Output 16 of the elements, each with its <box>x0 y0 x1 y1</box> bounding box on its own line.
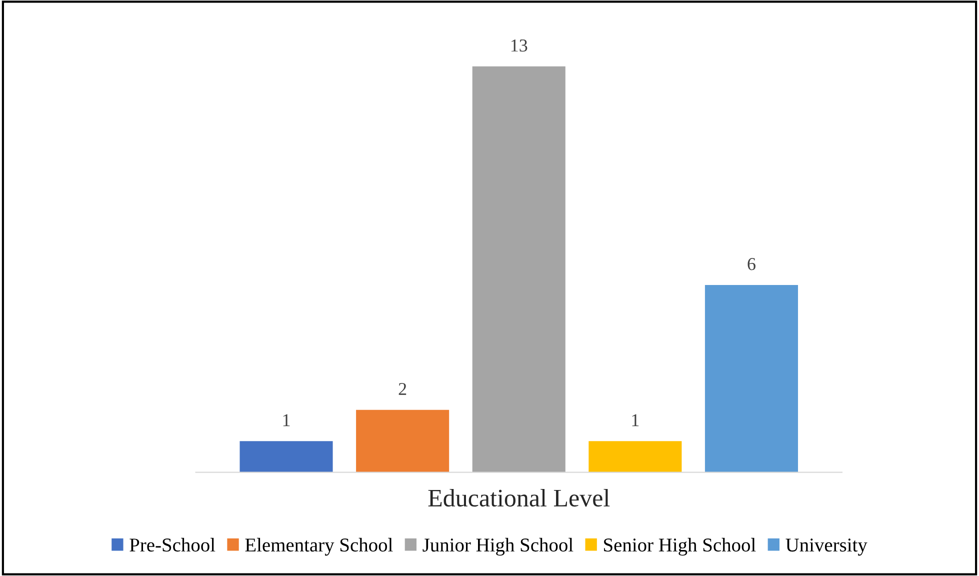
data-label: 1 <box>632 414 639 426</box>
data-label: 13 <box>511 39 528 52</box>
legend-label: Senior High School <box>604 538 756 556</box>
legend-label: Pre-School <box>130 538 216 552</box>
legend-label: Elementary School <box>245 538 393 556</box>
data-label: 1 <box>283 414 290 426</box>
bar <box>588 441 682 472</box>
data-label: 2 <box>398 382 406 395</box>
data-label: 6 <box>748 258 756 270</box>
legend-label: University <box>786 538 868 556</box>
bar <box>356 410 450 472</box>
legend-label: Junior High School <box>422 538 574 556</box>
bar <box>704 284 798 472</box>
bar <box>240 441 333 472</box>
x-axis-title: Educational Level <box>428 488 610 507</box>
bar <box>472 66 566 472</box>
